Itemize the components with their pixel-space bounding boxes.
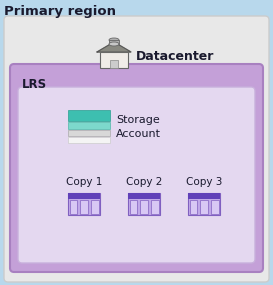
Bar xyxy=(110,60,118,68)
Bar xyxy=(68,130,110,136)
Bar xyxy=(128,193,160,199)
Bar xyxy=(151,200,159,214)
Text: LRS: LRS xyxy=(22,78,47,91)
Bar xyxy=(211,200,218,214)
Bar xyxy=(68,137,110,143)
Bar xyxy=(189,200,197,214)
Bar xyxy=(68,193,100,199)
Bar xyxy=(188,193,220,199)
Text: Copy 1: Copy 1 xyxy=(66,177,102,187)
Text: Primary region: Primary region xyxy=(4,5,116,17)
Bar xyxy=(68,110,110,121)
Bar xyxy=(68,193,100,215)
FancyBboxPatch shape xyxy=(18,87,255,263)
Text: Storage
Account: Storage Account xyxy=(116,115,161,139)
Bar xyxy=(68,122,110,129)
FancyBboxPatch shape xyxy=(10,64,263,272)
Bar xyxy=(109,40,119,44)
Bar xyxy=(188,193,220,215)
Bar xyxy=(100,52,128,68)
Bar xyxy=(200,200,208,214)
Bar xyxy=(70,200,77,214)
Bar xyxy=(140,200,148,214)
Text: Copy 2: Copy 2 xyxy=(126,177,162,187)
Ellipse shape xyxy=(109,38,119,42)
FancyBboxPatch shape xyxy=(4,16,269,282)
Ellipse shape xyxy=(109,42,119,46)
Text: Datacenter: Datacenter xyxy=(136,50,214,64)
Bar xyxy=(128,193,160,215)
Bar xyxy=(80,200,88,214)
Text: Copy 3: Copy 3 xyxy=(186,177,222,187)
Bar xyxy=(91,200,99,214)
Bar xyxy=(129,200,137,214)
Polygon shape xyxy=(97,42,131,52)
